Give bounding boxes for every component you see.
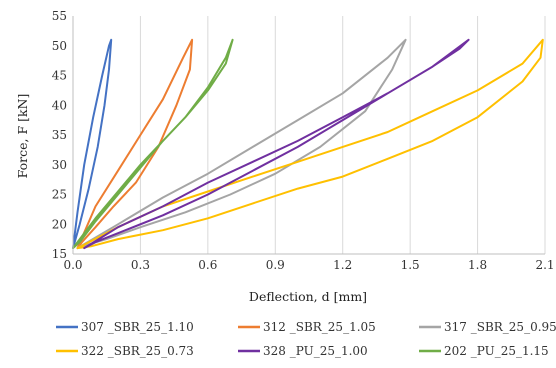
x-tick-label: 2.1	[535, 258, 554, 272]
y-tick-label: 45	[52, 69, 67, 83]
y-tick-label: 20	[52, 217, 67, 231]
legend-label: 202 _PU_25_1.15	[444, 344, 549, 358]
legend-label: 328 _PU_25_1.00	[263, 344, 368, 358]
y-tick-label: 50	[52, 39, 67, 53]
legend: 307 _SBR_25_1.10 312 _SBR_25_1.05 317 _SBR…	[56, 320, 556, 358]
y-tick-label: 25	[52, 188, 67, 202]
x-tick-label: 0.3	[131, 258, 150, 272]
y-tick-label: 40	[52, 98, 67, 112]
x-tick-label: 1.5	[401, 258, 420, 272]
legend-label: 312 _SBR_25_1.05	[263, 320, 376, 334]
gridlines	[139, 16, 546, 254]
x-tick-label: 1.2	[333, 258, 352, 272]
series-line-2	[76, 38, 194, 250]
y-tick-label: 35	[52, 128, 67, 142]
legend-label: 317 _SBR_25_0.95	[444, 320, 556, 334]
y-tick-label: 15	[52, 247, 67, 261]
x-tick-label: 1.8	[468, 258, 487, 272]
legend-label: 322 _SBR_25_0.73	[81, 344, 194, 358]
y-tick-label: 55	[52, 9, 67, 23]
series-line-1	[72, 38, 113, 250]
x-axis-label: Deflection, d [mm]	[249, 289, 367, 304]
y-tick-label: 30	[52, 158, 67, 172]
y-axis-label: Force, F [kN]	[15, 94, 30, 179]
series-line-4	[76, 38, 544, 250]
x-tick-label: 0.6	[198, 258, 217, 272]
legend-label: 307 _SBR_25_1.10	[81, 320, 194, 334]
x-tick-label: 0.0	[63, 258, 82, 272]
series-lines	[72, 38, 544, 250]
axes	[72, 16, 545, 255]
tick-labels: 0.0 0.3 0.6 0.9 1.2 1.5 1.8 2.1 15 20 25 30 35 40 45 50…	[52, 9, 555, 272]
x-tick-label: 0.9	[266, 258, 285, 272]
series-line-5	[83, 38, 470, 250]
series-line-3	[76, 38, 407, 250]
series-line-6	[72, 38, 234, 250]
